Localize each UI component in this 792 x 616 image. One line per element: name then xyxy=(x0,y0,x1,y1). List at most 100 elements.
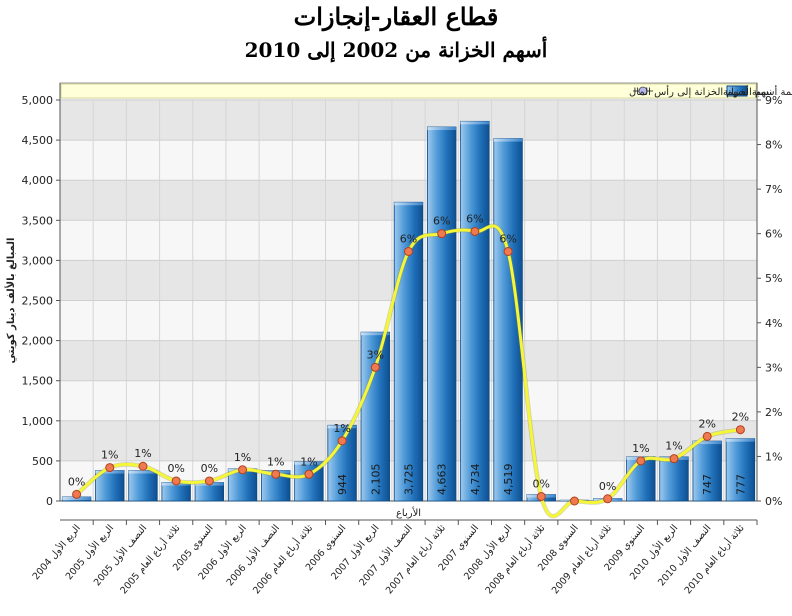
y-tick-label: 500 xyxy=(32,455,53,468)
ratio-value-label: 1% xyxy=(333,422,350,435)
y2-tick-label: 4% xyxy=(765,317,782,330)
y-tick-label: 1,000 xyxy=(22,415,54,428)
ratio-value-label: 6% xyxy=(466,212,483,225)
bar xyxy=(427,126,457,502)
legend-marker-ratio xyxy=(638,86,648,96)
bar-cap xyxy=(493,138,523,142)
bar-cap xyxy=(692,441,722,445)
y2-tick-label: 6% xyxy=(765,228,782,241)
ratio-point xyxy=(370,362,380,372)
ratio-point xyxy=(437,229,447,239)
x-tick-label: ثلاثة أرباع العام 2008 xyxy=(482,521,548,596)
ratio-value-label: 1% xyxy=(665,440,682,453)
ratio-value-label: 1% xyxy=(267,455,284,468)
grid-band xyxy=(60,140,757,181)
bar xyxy=(659,456,689,502)
ratio-value-label: 6% xyxy=(400,232,417,245)
ratio-point xyxy=(304,469,314,479)
ratio-value-label: 1% xyxy=(632,442,649,455)
ratio-value-label: 1% xyxy=(134,447,151,460)
y2-tick-label: 5% xyxy=(765,272,782,285)
grid-band xyxy=(60,100,757,141)
bar-cap xyxy=(726,438,755,442)
y-tick-label: 2,000 xyxy=(22,335,54,348)
y2-tick-label: 8% xyxy=(765,139,782,152)
ratio-value-label: 6% xyxy=(433,215,450,228)
bar-value-label: 4,519 xyxy=(502,464,515,496)
bar-cap xyxy=(361,332,390,336)
x-tick-label: ثلاثة أرباع العام 2010 xyxy=(681,521,747,596)
x-tick-label: ثلاثة أرباع العام 2005 xyxy=(117,521,183,596)
x-tick-label: ثلاثة أرباع العام 2007 xyxy=(382,521,448,596)
ratio-point xyxy=(636,456,646,466)
y2-tick-label: 0% xyxy=(765,495,782,508)
ratio-value-label: 1% xyxy=(101,449,118,462)
ratio-point xyxy=(171,476,181,486)
ratio-point xyxy=(105,463,115,473)
bar-value-label: 777 xyxy=(734,474,747,495)
bar-cap xyxy=(294,461,324,465)
ratio-value-label: 0% xyxy=(201,462,218,475)
y-tick-label: 5,000 xyxy=(22,94,54,107)
bar-value-label: 2,105 xyxy=(369,464,382,496)
x-tick-label: ثلاثة أرباع العام 2009 xyxy=(548,521,614,596)
y-tick-label: 2,500 xyxy=(22,295,54,308)
ratio-point xyxy=(536,492,546,502)
bar-cap xyxy=(394,202,423,206)
bar-cap xyxy=(460,121,490,125)
ratio-point xyxy=(72,489,82,499)
chart-title: قطاع العقار-إنجازات xyxy=(293,2,499,31)
bar xyxy=(460,120,490,502)
ratio-point xyxy=(337,436,347,446)
ratio-value-label: 6% xyxy=(499,232,516,245)
legend-box xyxy=(60,83,757,99)
bar-value-label: 3,725 xyxy=(403,464,416,496)
bar-cap xyxy=(427,127,456,131)
legend-swatch-bars xyxy=(726,85,748,97)
ratio-point xyxy=(138,461,148,471)
bar xyxy=(692,440,722,502)
bar-value-label: 944 xyxy=(336,474,349,495)
legend-label-ratio: نسبة أسهم الخزانة إلى رأس المال xyxy=(629,85,772,98)
ratio-point xyxy=(271,469,281,479)
bar xyxy=(128,470,158,502)
bar xyxy=(95,470,125,502)
ratio-value-label: 2% xyxy=(698,417,715,430)
y2-tick-label: 9% xyxy=(765,94,782,107)
y2-tick-label: 1% xyxy=(765,450,782,463)
ratio-value-label: 0% xyxy=(68,475,85,488)
ratio-value-label: 0% xyxy=(533,478,550,491)
y-tick-label: 3,500 xyxy=(22,214,54,227)
ratio-point xyxy=(503,246,513,256)
chart-subtitle: أسهم الخزانة من 2002 إلى 2010 xyxy=(244,38,548,62)
y2-tick-label: 7% xyxy=(765,183,782,196)
ratio-point xyxy=(238,465,248,475)
ratio-line xyxy=(75,224,741,518)
y-tick-label: 1,500 xyxy=(22,375,54,388)
ratio-value-label: 3% xyxy=(367,348,384,361)
ratio-point xyxy=(470,226,480,236)
x-axis-title: الأرباع xyxy=(396,506,421,519)
y2-tick-label: 3% xyxy=(765,361,782,374)
ratio-point xyxy=(669,454,679,464)
ratio-value-label: 0% xyxy=(167,462,184,475)
bar-cap xyxy=(128,470,158,474)
bar-value-label: 4,734 xyxy=(469,464,482,496)
ratio-value-label: 0% xyxy=(599,480,616,493)
y-tick-label: 4,500 xyxy=(22,134,54,147)
bar-value-label: 4,663 xyxy=(436,464,449,496)
ratio-point xyxy=(204,476,214,486)
ratio-value-label: 2% xyxy=(732,411,749,424)
y-tick-label: 4,000 xyxy=(22,174,54,187)
y2-tick-label: 2% xyxy=(765,406,782,419)
bar-value-label: 747 xyxy=(701,474,714,495)
ratio-point xyxy=(603,494,613,504)
ratio-value-label: 1% xyxy=(234,451,251,464)
ratio-point xyxy=(735,425,745,435)
y-tick-label: 3,000 xyxy=(22,254,54,267)
bar-cap xyxy=(327,425,357,429)
ratio-point xyxy=(702,431,712,441)
legend-label-bars: قيمة أسهم الخزانة xyxy=(723,85,792,98)
y-tick-label: 0 xyxy=(46,495,53,508)
